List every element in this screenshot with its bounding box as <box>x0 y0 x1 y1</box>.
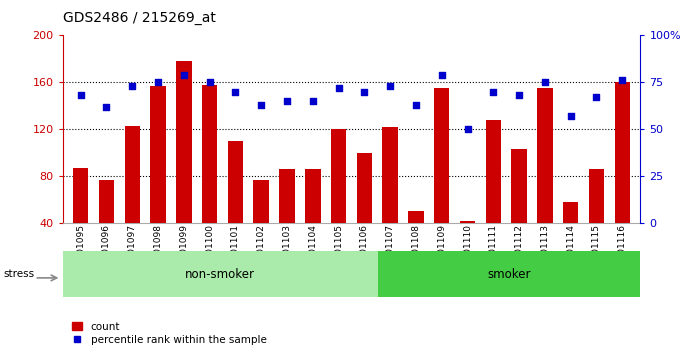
Point <box>152 79 164 85</box>
Bar <box>73 168 88 270</box>
Point <box>539 79 551 85</box>
Point <box>462 126 473 132</box>
Point <box>436 72 448 78</box>
Bar <box>615 82 630 270</box>
Bar <box>228 141 243 270</box>
Point <box>75 93 86 98</box>
Point <box>204 79 215 85</box>
Text: GDS2486 / 215269_at: GDS2486 / 215269_at <box>63 11 216 25</box>
Point <box>127 83 138 89</box>
Bar <box>486 120 501 270</box>
Point <box>514 93 525 98</box>
Bar <box>563 202 578 270</box>
Point <box>333 85 344 91</box>
Bar <box>356 153 372 270</box>
Point <box>385 83 396 89</box>
Legend: count, percentile rank within the sample: count, percentile rank within the sample <box>68 317 271 349</box>
Point <box>101 104 112 109</box>
Text: smoker: smoker <box>487 268 531 281</box>
Point <box>281 98 292 104</box>
Bar <box>99 179 114 270</box>
Bar <box>589 169 604 270</box>
Point <box>359 89 370 95</box>
Point <box>255 102 267 108</box>
Point <box>617 78 628 83</box>
Point <box>488 89 499 95</box>
Bar <box>382 127 398 270</box>
Bar <box>253 179 269 270</box>
Point <box>307 98 318 104</box>
Bar <box>150 86 166 270</box>
Point <box>565 113 576 119</box>
Point <box>411 102 422 108</box>
Bar <box>512 149 527 270</box>
Text: non-smoker: non-smoker <box>185 268 255 281</box>
Bar <box>460 221 475 270</box>
Bar <box>305 169 321 270</box>
Text: stress: stress <box>3 269 35 279</box>
Bar <box>176 61 191 270</box>
Bar <box>331 129 347 270</box>
Bar <box>409 211 424 270</box>
Point <box>591 95 602 100</box>
Point <box>178 72 189 78</box>
Bar <box>279 169 294 270</box>
Bar <box>125 126 140 270</box>
Bar <box>434 88 450 270</box>
Point <box>230 89 241 95</box>
Bar <box>202 85 217 270</box>
Bar <box>537 88 553 270</box>
